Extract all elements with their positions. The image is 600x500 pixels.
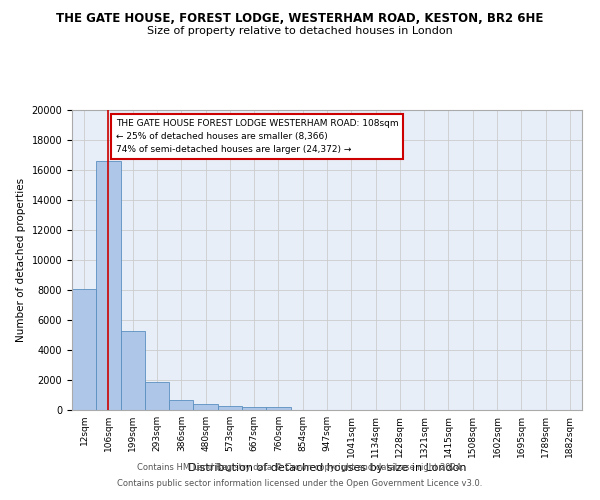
Bar [96, 161, 121, 410]
Bar [242, 407, 266, 410]
Bar [145, 382, 169, 410]
Text: Size of property relative to detached houses in London: Size of property relative to detached ho… [147, 26, 453, 36]
Bar [169, 400, 193, 410]
Bar [72, 288, 96, 410]
Y-axis label: Number of detached properties: Number of detached properties [16, 178, 26, 342]
Bar [218, 406, 242, 410]
Text: THE GATE HOUSE FOREST LODGE WESTERHAM ROAD: 108sqm
← 25% of detached houses are : THE GATE HOUSE FOREST LODGE WESTERHAM RO… [116, 119, 398, 154]
Text: Contains HM Land Registry data © Crown copyright and database right 2024.: Contains HM Land Registry data © Crown c… [137, 464, 463, 472]
Bar [266, 407, 290, 410]
Text: THE GATE HOUSE, FOREST LODGE, WESTERHAM ROAD, KESTON, BR2 6HE: THE GATE HOUSE, FOREST LODGE, WESTERHAM … [56, 12, 544, 26]
Bar [121, 330, 145, 410]
X-axis label: Distribution of detached houses by size in London: Distribution of detached houses by size … [188, 462, 466, 472]
Text: Contains public sector information licensed under the Open Government Licence v3: Contains public sector information licen… [118, 478, 482, 488]
Bar [193, 404, 218, 410]
